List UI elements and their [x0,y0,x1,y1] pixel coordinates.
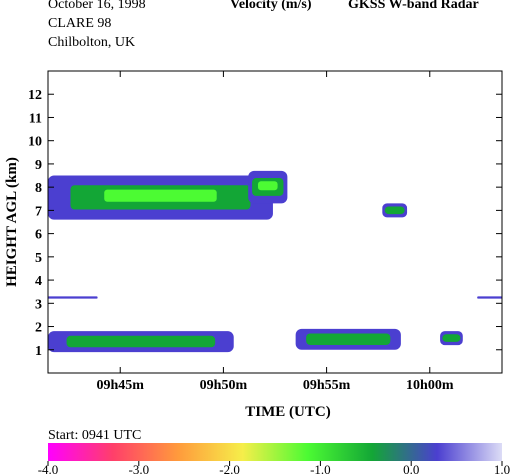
x-axis-title: TIME (UTC) [245,404,330,420]
echo-upper-cloud-layer [48,175,273,220]
colorbar-tick-label: 0.0 [403,462,419,476]
start-time-label: Start: 0941 UTC [48,428,141,443]
echo-thin-line [477,296,502,299]
y-tick-label: 8 [35,181,42,196]
y-tick-label: 5 [35,251,42,266]
y-tick-label: 7 [35,204,42,219]
echo-layer [48,170,502,353]
y-tick-label: 2 [35,321,42,336]
x-tick-label: 09h50m [200,378,248,393]
colorbar-tick-label: -3.0 [129,462,150,476]
site-label: Chilbolton, UK [48,35,136,50]
colorbar-tick-label: 1.0 [494,462,510,476]
y-tick-label: 11 [29,111,42,126]
instrument-title: GKSS W-band Radar [348,0,479,12]
colorbar-tick-label: -1.0 [310,462,331,476]
echo-low-cloud [48,331,234,353]
y-tick-label: 4 [35,274,42,289]
y-tick-label: 10 [28,135,42,150]
colorbar-tick-label: -4.0 [38,462,59,476]
echo-isolated-cell [382,203,408,218]
x-tick-label: 10h00m [406,378,454,393]
echo-peak [104,189,217,202]
y-axis-title: HEIGHT AGL (km) [4,157,20,287]
echo-low-cloud [295,328,401,350]
echo-thin-line [48,296,98,299]
colorbar-tick-label: -2.0 [219,462,240,476]
x-tick-label: 09h45m [97,378,145,393]
echo-outline [477,296,502,299]
echo-peak [94,337,188,344]
y-tick-label: 6 [35,228,42,243]
echo-peak [445,335,458,340]
x-tick-label: 09h55m [303,378,351,393]
y-tick-label: 1 [35,344,42,359]
date-label: October 16, 1998 [48,0,146,12]
echo-peak [257,181,278,191]
echo-peak [388,207,401,212]
echo-low-cloud [440,331,463,346]
colorbar-labels: -4.0 -3.0 -2.0 -1.0 0.0 1.0 [38,461,510,476]
plot-frame [47,70,503,374]
y-tick-label: 3 [35,297,42,312]
colorbar [48,443,502,461]
y-tick-label: 12 [28,88,42,103]
echo-cloud-head [248,170,288,204]
echo-outline [48,296,98,299]
echo-peak [321,335,375,342]
quantity-title: Velocity (m/s) [230,0,312,12]
y-tick-label: 9 [35,158,42,173]
campaign-label: CLARE 98 [48,16,112,31]
